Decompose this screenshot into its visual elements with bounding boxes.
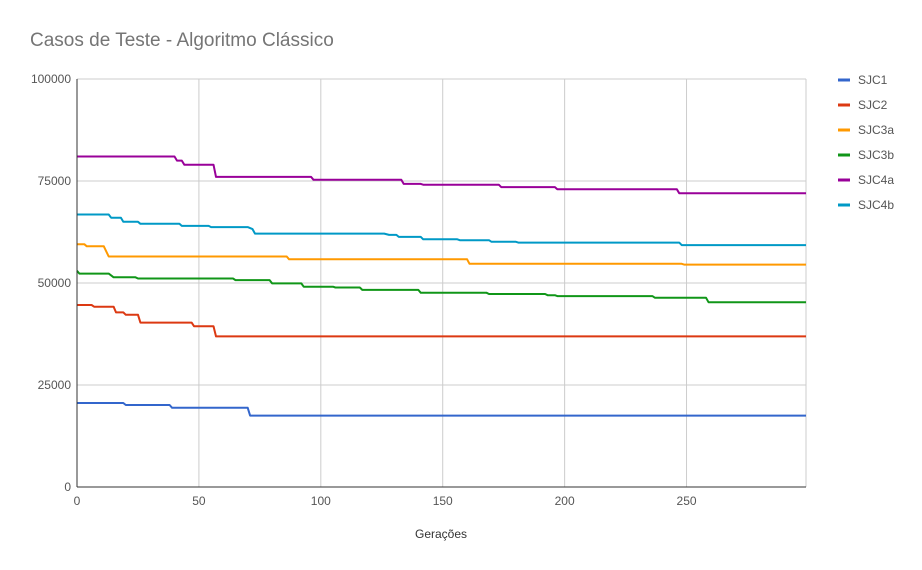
x-axis-title: Gerações [415, 527, 467, 541]
legend-label-sjc2: SJC2 [858, 98, 888, 112]
series-line-sjc1 [77, 402, 806, 417]
chart-title: Casos de Teste - Algoritmo Clássico [30, 30, 334, 51]
y-tick-label: 25000 [38, 378, 72, 392]
series-line-sjc3a [77, 243, 806, 266]
x-tick-label: 100 [311, 494, 331, 508]
series-line-sjc3b [76, 270, 806, 304]
x-tick-label: 0 [74, 494, 81, 508]
axes: 0 25000 50000 75000 100000 0 50 100 150 200 250 [31, 72, 806, 508]
legend: SJC1 SJC2 SJC3a SJC3b SJC4a SJC4b [838, 73, 894, 212]
series-line-sjc2 [77, 304, 806, 338]
series-line-sjc4b [77, 213, 806, 247]
legend-label-sjc3a: SJC3a [858, 123, 894, 137]
series-lines [76, 155, 806, 417]
x-tick-label: 50 [192, 494, 206, 508]
grid [77, 78, 807, 487]
legend-label-sjc1: SJC1 [858, 73, 888, 87]
x-tick-label: 200 [555, 494, 575, 508]
legend-label-sjc3b: SJC3b [858, 148, 894, 162]
series-line-sjc4a [77, 155, 806, 195]
x-tick-label: 150 [433, 494, 453, 508]
y-tick-label: 75000 [38, 174, 72, 188]
x-tick-label: 250 [677, 494, 697, 508]
y-tick-label: 50000 [38, 276, 72, 290]
legend-label-sjc4a: SJC4a [858, 173, 894, 187]
y-tick-label: 0 [64, 480, 71, 494]
legend-label-sjc4b: SJC4b [858, 198, 894, 212]
y-tick-label: 100000 [31, 72, 71, 86]
